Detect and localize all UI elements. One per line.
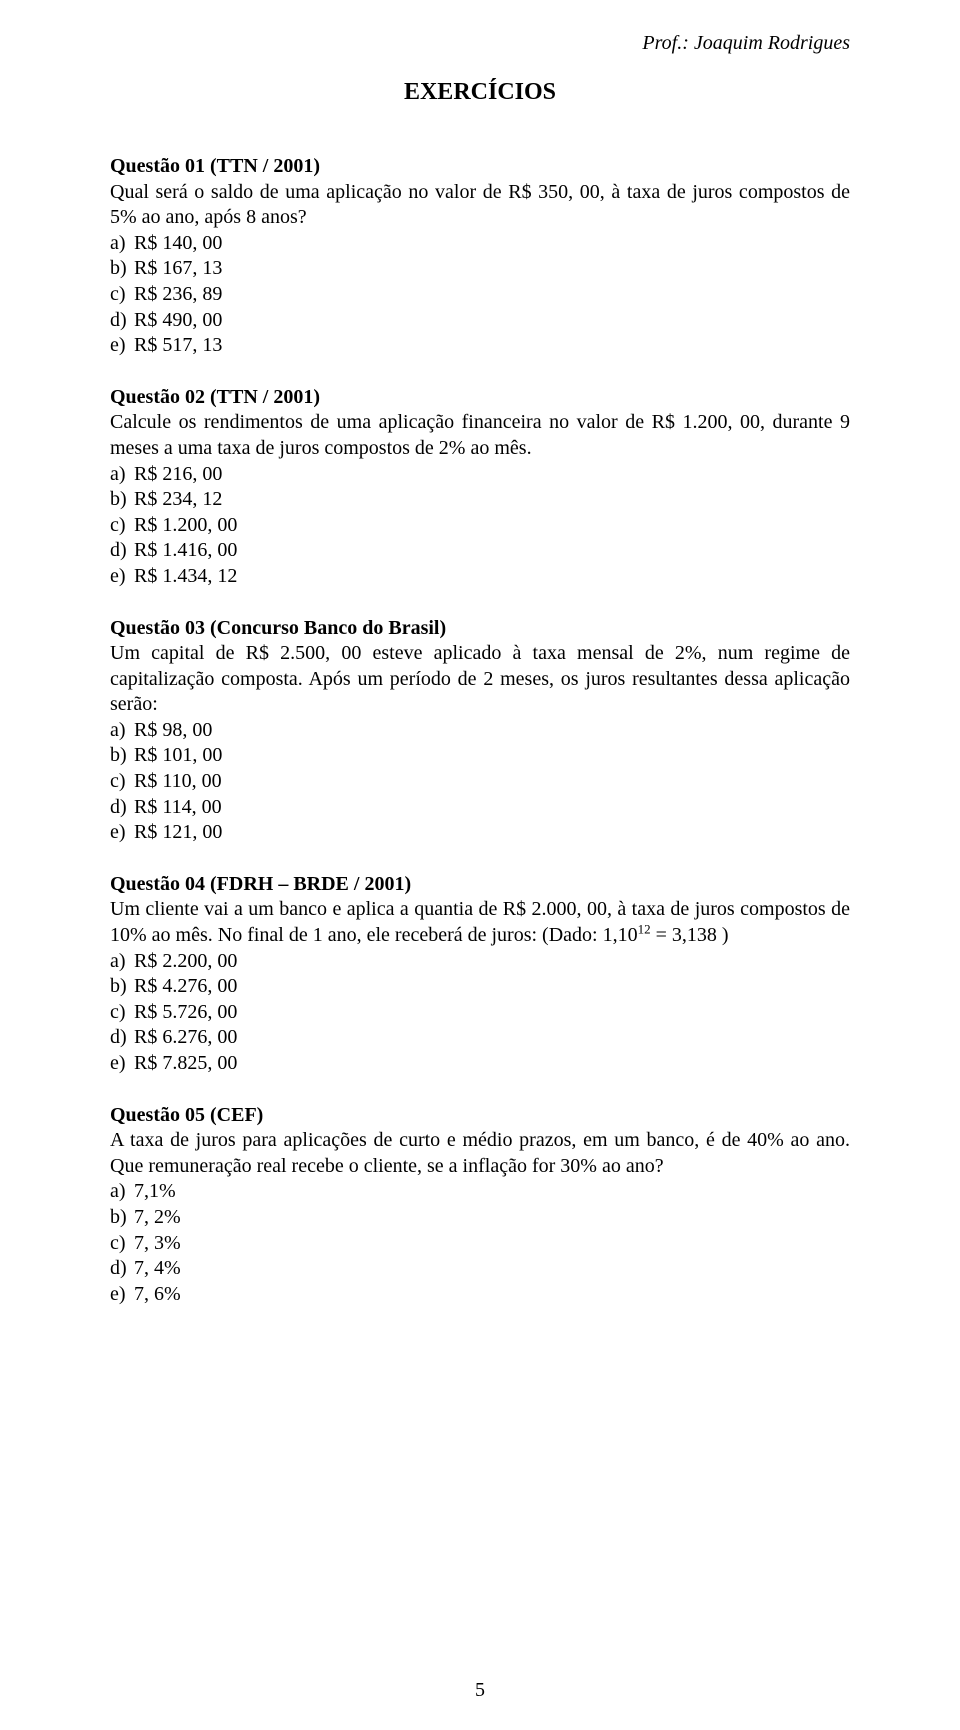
option-b: b)R$ 4.276, 00 (110, 974, 850, 1000)
option-e: e)R$ 121, 00 (110, 820, 850, 846)
option-d: d)R$ 6.276, 00 (110, 1025, 850, 1051)
question-04-body-post: ) (717, 924, 729, 946)
option-a: a)R$ 2.200, 00 (110, 949, 850, 975)
option-d: d)7, 4% (110, 1256, 850, 1282)
question-01-body: Qual será o saldo de uma aplicação no va… (110, 181, 850, 229)
option-c: c)R$ 1.200, 00 (110, 513, 850, 539)
option-d: d)R$ 1.416, 00 (110, 538, 850, 564)
question-04-body-pre: Um cliente vai a um banco e aplica a qua… (110, 898, 850, 946)
option-c: c)R$ 110, 00 (110, 769, 850, 795)
question-05-title: Questão 05 (CEF) (110, 1104, 263, 1126)
question-02-body: Calcule os rendimentos de uma aplicação … (110, 411, 850, 459)
option-e: e)R$ 517, 13 (110, 333, 850, 359)
option-e: e)R$ 1.434, 12 (110, 564, 850, 590)
option-b: b)R$ 167, 13 (110, 256, 850, 282)
option-c: c)R$ 5.726, 00 (110, 1000, 850, 1026)
option-d: d)R$ 114, 00 (110, 795, 850, 821)
question-05: Questão 05 (CEF) A taxa de juros para ap… (110, 1103, 850, 1308)
option-e: e)7, 6% (110, 1282, 850, 1308)
question-04: Questão 04 (FDRH – BRDE / 2001) Um clien… (110, 872, 850, 1077)
question-04-title: Questão 04 (FDRH – BRDE / 2001) (110, 873, 411, 895)
page-number: 5 (0, 1679, 960, 1702)
question-05-options: a)7,1% b)7, 2% c)7, 3% d)7, 4% e)7, 6% (110, 1179, 850, 1307)
page-title: EXERCÍCIOS (110, 79, 850, 106)
question-03-body: Um capital de R$ 2.500, 00 esteve aplica… (110, 642, 850, 715)
option-d: d)R$ 490, 00 (110, 308, 850, 334)
option-a: a)R$ 216, 00 (110, 462, 850, 488)
professor-header: Prof.: Joaquim Rodrigues (110, 32, 850, 55)
option-c: c)7, 3% (110, 1231, 850, 1257)
question-02: Questão 02 (TTN / 2001) Calcule os rendi… (110, 385, 850, 590)
question-01-title: Questão 01 (TTN / 2001) (110, 155, 320, 177)
option-a: a)7,1% (110, 1179, 850, 1205)
question-02-title: Questão 02 (TTN / 2001) (110, 386, 320, 408)
question-01-options: a)R$ 140, 00 b)R$ 167, 13 c)R$ 236, 89 d… (110, 231, 850, 359)
question-04-math: 1,1012 = 3,138 (603, 924, 717, 946)
question-01: Questão 01 (TTN / 2001) Qual será o sald… (110, 154, 850, 359)
option-b: b)R$ 234, 12 (110, 487, 850, 513)
option-e: e)R$ 7.825, 00 (110, 1051, 850, 1077)
question-02-options: a)R$ 216, 00 b)R$ 234, 12 c)R$ 1.200, 00… (110, 462, 850, 590)
question-03: Questão 03 (Concurso Banco do Brasil) Um… (110, 616, 850, 846)
page: Prof.: Joaquim Rodrigues EXERCÍCIOS Ques… (0, 0, 960, 1730)
option-b: b)7, 2% (110, 1205, 850, 1231)
option-b: b)R$ 101, 00 (110, 743, 850, 769)
question-05-body: A taxa de juros para aplicações de curto… (110, 1129, 850, 1177)
question-03-options: a)R$ 98, 00 b)R$ 101, 00 c)R$ 110, 00 d)… (110, 718, 850, 846)
option-c: c)R$ 236, 89 (110, 282, 850, 308)
question-03-title: Questão 03 (Concurso Banco do Brasil) (110, 617, 446, 639)
option-a: a)R$ 98, 00 (110, 718, 850, 744)
question-04-options: a)R$ 2.200, 00 b)R$ 4.276, 00 c)R$ 5.726… (110, 949, 850, 1077)
option-a: a)R$ 140, 00 (110, 231, 850, 257)
